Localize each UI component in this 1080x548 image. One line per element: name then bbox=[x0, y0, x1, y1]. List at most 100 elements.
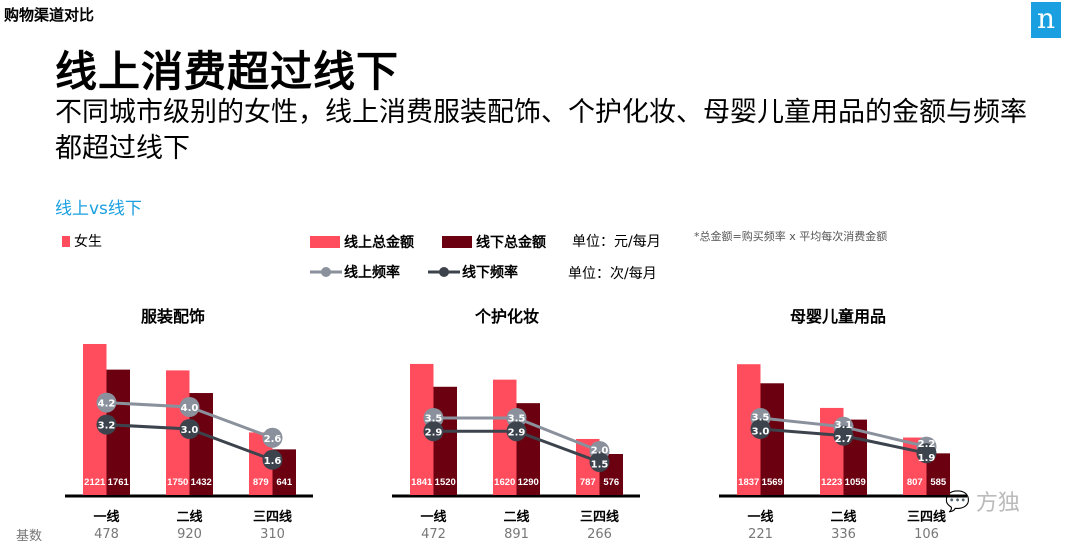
point-online-freq-label: 3.5 bbox=[425, 414, 443, 425]
legend-label: 线上总金额 bbox=[344, 235, 414, 251]
bar-online-label: 807 bbox=[907, 477, 923, 488]
bar-online bbox=[493, 379, 517, 495]
online-amount-swatch bbox=[310, 236, 340, 248]
freq-unit: 单位：次/每月 bbox=[568, 266, 657, 282]
category-label: 一线 bbox=[93, 509, 119, 525]
category-label: 三四线 bbox=[253, 509, 292, 525]
bar-offline bbox=[926, 453, 950, 495]
comparison-label: 线上vs线下 bbox=[55, 199, 142, 219]
point-online-freq bbox=[179, 397, 200, 417]
chart-title: 服装配饰 bbox=[141, 307, 205, 326]
offline-freq-line-icon bbox=[428, 267, 460, 277]
bar-offline-label: 585 bbox=[930, 477, 947, 488]
bar-online-label: 1223 bbox=[821, 477, 842, 488]
point-online-freq-label: 2.6 bbox=[264, 434, 282, 445]
base-value: 478 bbox=[94, 527, 119, 542]
point-offline-freq bbox=[589, 452, 610, 472]
bar-offline-label: 641 bbox=[276, 477, 293, 488]
point-offline-freq-label: 2.7 bbox=[835, 434, 853, 445]
point-offline-freq-label: 3.2 bbox=[98, 421, 116, 432]
base-value: 336 bbox=[831, 527, 856, 542]
bar-offline-label: 1290 bbox=[518, 477, 539, 488]
offline-amount-swatch bbox=[442, 236, 472, 248]
legend-online-amount: 线上总金额 bbox=[310, 232, 414, 252]
legend-offline-amount: 线下总金额 bbox=[442, 232, 546, 252]
point-offline-freq bbox=[423, 421, 444, 442]
point-online-freq bbox=[96, 392, 117, 413]
nielsen-logo: n bbox=[1031, 2, 1061, 38]
point-offline-freq-label: 3.0 bbox=[181, 425, 199, 436]
bar-online-label: 2121 bbox=[84, 477, 106, 488]
point-online-freq-label: 3.5 bbox=[508, 414, 526, 425]
chart-title: 母婴儿童用品 bbox=[790, 307, 886, 326]
gender-legend: 女生 bbox=[62, 231, 102, 251]
category-label: 二线 bbox=[830, 509, 856, 525]
point-online-freq bbox=[262, 427, 283, 448]
page-title: 线上消费超过线下 bbox=[55, 47, 400, 96]
bar-online bbox=[737, 364, 761, 495]
point-offline-freq bbox=[916, 443, 937, 464]
bar-offline-label: 1520 bbox=[435, 477, 456, 488]
online-freq-line-icon bbox=[310, 267, 342, 277]
base-value: 106 bbox=[914, 527, 939, 542]
point-offline-freq-label: 1.6 bbox=[264, 456, 282, 467]
base-value: 472 bbox=[421, 527, 446, 542]
base-value: 891 bbox=[504, 527, 529, 542]
category-label: 二线 bbox=[503, 509, 529, 525]
point-offline-freq bbox=[750, 419, 771, 439]
point-offline-freq bbox=[833, 425, 854, 446]
base-value: 221 bbox=[748, 527, 773, 542]
bar-online-label: 1837 bbox=[738, 477, 759, 488]
point-offline-freq-label: 1.5 bbox=[591, 460, 609, 471]
point-online-freq-label: 4.2 bbox=[98, 399, 116, 410]
point-online-freq-label: 4.0 bbox=[181, 403, 199, 414]
bar-online-label: 1620 bbox=[494, 477, 515, 488]
point-offline-freq bbox=[506, 421, 527, 442]
bar-online bbox=[410, 363, 434, 495]
chart-title: 个护化妆 bbox=[474, 307, 539, 326]
amount-unit: 单位：元/每月 bbox=[572, 234, 661, 250]
point-offline-freq-label: 3.0 bbox=[752, 427, 770, 438]
base-value: 920 bbox=[177, 527, 202, 542]
point-offline-freq bbox=[96, 414, 117, 435]
point-offline-freq bbox=[262, 449, 283, 470]
bar-offline-label: 1432 bbox=[191, 477, 212, 488]
formula-note: *总金额=购买频率 x 平均每次消费金额 bbox=[694, 230, 888, 243]
bar-offline-label: 1569 bbox=[762, 477, 783, 488]
bar-online-label: 879 bbox=[253, 477, 269, 488]
legend-label: 线上频率 bbox=[344, 265, 400, 281]
legend-offline-freq: 线下频率 bbox=[428, 262, 518, 282]
point-online-freq-label: 2.2 bbox=[918, 439, 936, 450]
base-value: 310 bbox=[260, 527, 285, 542]
gender-swatch bbox=[62, 235, 70, 247]
legend-online-freq: 线上频率 bbox=[310, 262, 400, 282]
bar-offline bbox=[189, 393, 213, 495]
bar-online bbox=[249, 432, 273, 495]
point-offline-freq-label: 1.9 bbox=[918, 453, 936, 464]
section-label: 购物渠道对比 bbox=[4, 6, 95, 24]
base-value: 266 bbox=[587, 527, 612, 542]
base-label: 基数 bbox=[16, 529, 43, 544]
category-label: 一线 bbox=[747, 509, 773, 525]
legend-label: 线下频率 bbox=[462, 265, 518, 281]
point-online-freq-label: 2.0 bbox=[591, 446, 609, 457]
legend-label: 线下总金额 bbox=[476, 235, 546, 251]
gender-legend-label: 女生 bbox=[74, 234, 102, 250]
category-label: 二线 bbox=[176, 509, 202, 525]
bar-online-label: 1750 bbox=[167, 477, 188, 488]
bar-online-label: 787 bbox=[580, 477, 596, 488]
point-online-freq-label: 3.1 bbox=[835, 420, 853, 431]
bar-online-label: 1841 bbox=[411, 477, 433, 488]
category-label: 三四线 bbox=[580, 509, 619, 525]
category-label: 一线 bbox=[420, 509, 446, 525]
bar-offline-label: 1761 bbox=[108, 477, 130, 488]
page-subtitle: 不同城市级别的女性，线上消费服装配饰、个护化妆、母婴儿童用品的金额与频率都超过线… bbox=[55, 97, 1027, 164]
point-offline-freq bbox=[179, 419, 200, 439]
point-offline-freq-label: 2.9 bbox=[508, 428, 526, 439]
category-label: 三四线 bbox=[907, 509, 946, 525]
point-offline-freq-label: 2.9 bbox=[425, 428, 443, 439]
bar-online bbox=[83, 343, 107, 495]
bar-offline-label: 576 bbox=[603, 477, 619, 488]
point-online-freq-label: 3.5 bbox=[752, 413, 770, 424]
